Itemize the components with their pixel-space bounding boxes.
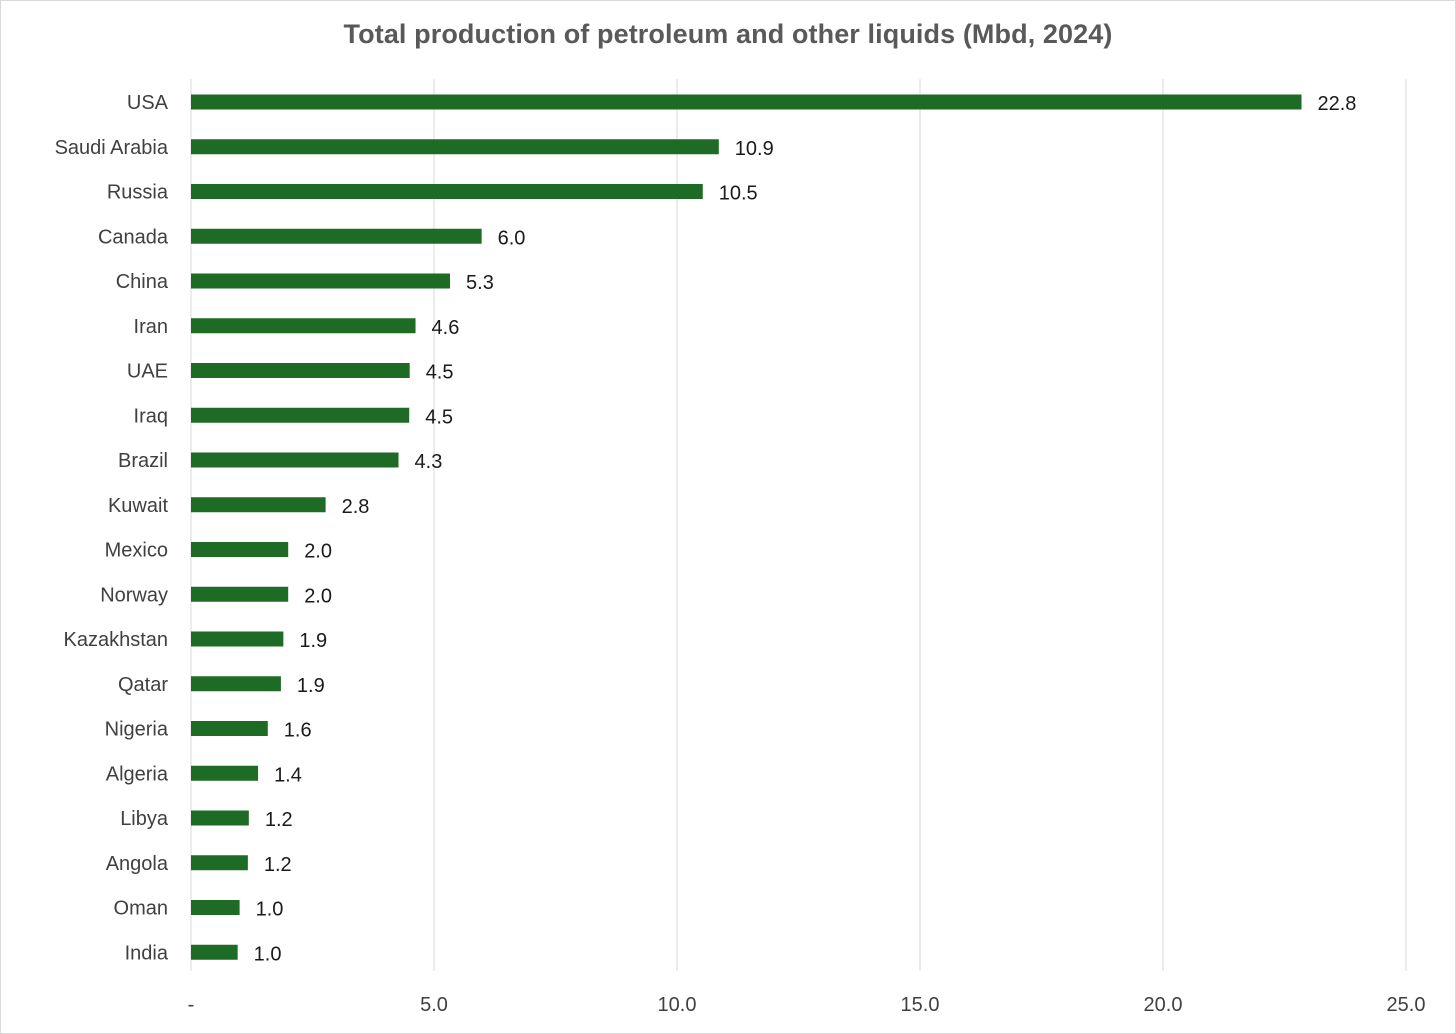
data-label: 4.6 (432, 317, 460, 339)
bar (191, 184, 703, 199)
data-label: 4.5 (425, 406, 453, 428)
bar (191, 810, 249, 826)
category-label: Algeria (106, 763, 169, 785)
category-label: USA (127, 92, 169, 114)
bar (191, 94, 1302, 110)
category-label: Norway (100, 584, 168, 606)
x-axis-tick-labels: - 5.0 10.0 15.0 20.0 25.0 (188, 994, 1426, 1016)
bar (191, 944, 238, 960)
data-label: 1.2 (265, 809, 293, 831)
data-label: 1.9 (299, 630, 327, 652)
bar (191, 318, 416, 334)
bar (191, 855, 248, 871)
data-label: 2.0 (304, 541, 332, 563)
category-label: Brazil (118, 450, 168, 472)
x-tick-label: 25.0 (1387, 994, 1426, 1016)
bar (191, 765, 259, 781)
category-label: Oman (114, 898, 168, 920)
data-label: 4.5 (426, 362, 454, 384)
bar (191, 586, 289, 602)
bar (191, 228, 482, 244)
category-label: Saudi Arabia (55, 137, 169, 159)
data-label: 1.9 (297, 675, 325, 697)
category-label: Iran (134, 316, 168, 338)
category-label: UAE (127, 361, 168, 383)
x-tick-label: 10.0 (658, 994, 697, 1016)
bar (191, 139, 719, 155)
bar (191, 363, 410, 378)
data-label: 1.2 (264, 854, 292, 876)
data-label: 5.3 (466, 272, 494, 294)
data-label: 1.6 (284, 720, 312, 742)
x-tick-label: - (188, 994, 195, 1016)
chart-title: Total production of petroleum and other … (343, 19, 1113, 49)
category-label: Iraq (134, 405, 168, 427)
category-label: Mexico (105, 540, 168, 562)
category-label: China (116, 271, 169, 293)
data-label: 22.8 (1318, 93, 1357, 115)
data-label: 1.0 (254, 943, 282, 965)
category-label: Libya (120, 808, 169, 830)
bar (191, 407, 410, 423)
category-labels: USA Saudi Arabia Russia Canada China Iran UAE I… (55, 92, 169, 964)
data-label: 10.5 (719, 183, 758, 205)
category-label: Russia (107, 182, 169, 204)
x-tick-label: 15.0 (901, 994, 940, 1016)
data-label: 2.0 (304, 585, 332, 607)
bar (191, 273, 451, 289)
data-label: 2.8 (342, 496, 370, 518)
data-label: 1.4 (274, 764, 302, 786)
category-label: Canada (98, 226, 169, 248)
data-labels: 22.8 10.9 10.5 6.0 5.3 4.6 4.5 4.5 4.3 2.8 2.0 2.0 1… (254, 93, 1357, 965)
bar (191, 900, 240, 915)
data-label: 4.3 (415, 451, 443, 473)
category-label: Kazakhstan (63, 629, 168, 651)
gridlines (190, 79, 1407, 971)
bar (191, 721, 268, 736)
data-label: 1.0 (256, 899, 284, 921)
category-label: Qatar (118, 674, 168, 696)
bar (191, 542, 289, 557)
category-label: India (125, 942, 169, 964)
category-label: Angola (106, 853, 169, 875)
category-label: Nigeria (105, 719, 169, 741)
x-tick-label: 20.0 (1144, 994, 1183, 1016)
category-label: Kuwait (108, 495, 168, 517)
data-label: 10.9 (735, 138, 774, 160)
bars (191, 94, 1302, 960)
data-label: 6.0 (498, 227, 526, 249)
bar (191, 452, 399, 468)
x-tick-label: 5.0 (420, 994, 448, 1016)
bar (191, 497, 326, 513)
bar (191, 631, 284, 647)
bar (191, 676, 281, 692)
